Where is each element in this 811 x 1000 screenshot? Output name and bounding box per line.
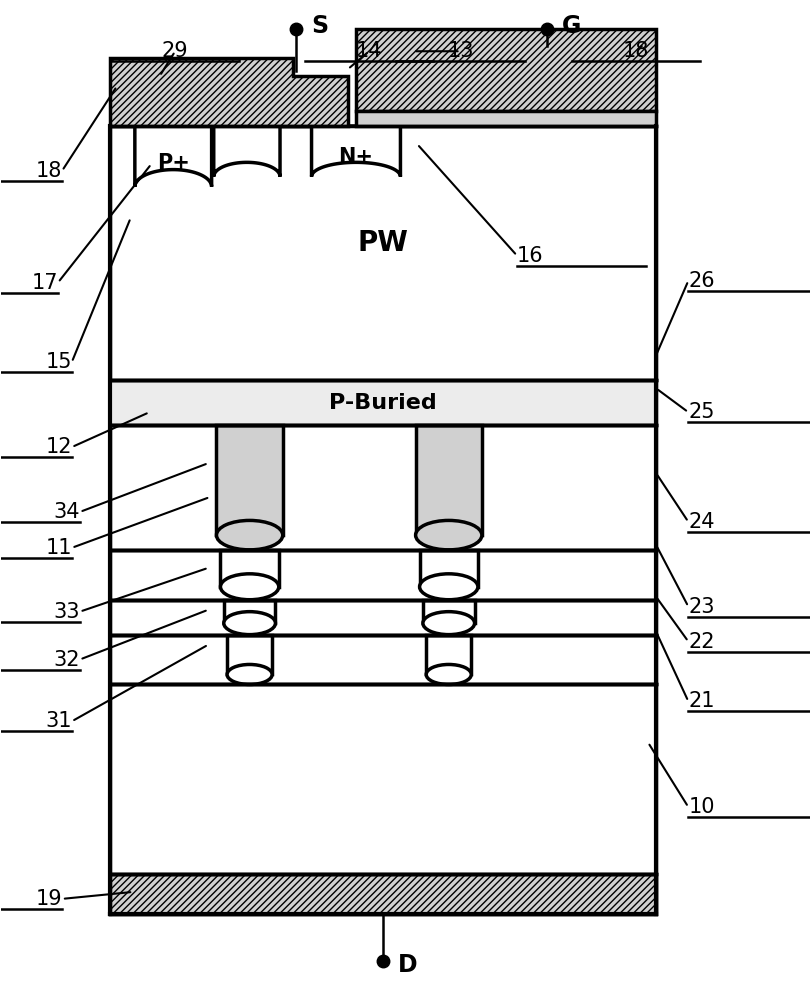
Polygon shape bbox=[110, 58, 348, 126]
Text: 24: 24 bbox=[689, 512, 714, 532]
Bar bbox=[110, 380, 656, 425]
Bar bbox=[110, 874, 656, 914]
Text: 14: 14 bbox=[356, 41, 382, 61]
Text: 19: 19 bbox=[36, 889, 62, 909]
Text: 25: 25 bbox=[689, 402, 714, 422]
Text: 18: 18 bbox=[623, 41, 649, 61]
Text: 16: 16 bbox=[517, 246, 543, 266]
Bar bbox=[221, 550, 279, 587]
Bar bbox=[224, 600, 276, 623]
Polygon shape bbox=[214, 126, 280, 177]
Text: G: G bbox=[561, 14, 581, 38]
Text: S: S bbox=[311, 14, 328, 38]
Ellipse shape bbox=[221, 574, 279, 600]
Text: 21: 21 bbox=[689, 691, 714, 711]
Bar bbox=[419, 550, 478, 587]
Bar bbox=[227, 635, 272, 674]
Text: 11: 11 bbox=[45, 538, 71, 558]
Text: 13: 13 bbox=[447, 41, 474, 61]
Text: 15: 15 bbox=[45, 352, 71, 372]
Text: 23: 23 bbox=[689, 597, 714, 617]
Text: D: D bbox=[398, 953, 418, 977]
Polygon shape bbox=[311, 126, 401, 177]
Polygon shape bbox=[356, 29, 656, 111]
Text: P+: P+ bbox=[157, 153, 190, 173]
Bar bbox=[427, 635, 471, 674]
Bar bbox=[356, 111, 656, 126]
Ellipse shape bbox=[224, 612, 276, 635]
Bar bbox=[415, 425, 482, 535]
Ellipse shape bbox=[415, 520, 482, 550]
Text: 10: 10 bbox=[689, 797, 714, 817]
Text: 31: 31 bbox=[45, 711, 71, 731]
Text: 18: 18 bbox=[36, 161, 62, 181]
Text: 33: 33 bbox=[54, 602, 79, 622]
Bar bbox=[110, 126, 656, 914]
Text: P-Buried: P-Buried bbox=[329, 393, 437, 413]
Text: 12: 12 bbox=[45, 437, 71, 457]
Bar bbox=[423, 600, 474, 623]
Text: 17: 17 bbox=[32, 273, 58, 293]
Ellipse shape bbox=[419, 574, 478, 600]
Text: 22: 22 bbox=[689, 632, 714, 652]
Text: PW: PW bbox=[358, 229, 409, 257]
Ellipse shape bbox=[217, 520, 283, 550]
Text: 29: 29 bbox=[162, 41, 188, 61]
Text: N+: N+ bbox=[338, 147, 374, 167]
Ellipse shape bbox=[427, 664, 471, 684]
Ellipse shape bbox=[423, 612, 474, 635]
Text: 34: 34 bbox=[54, 502, 79, 522]
Polygon shape bbox=[135, 126, 212, 187]
Bar bbox=[217, 425, 283, 535]
Ellipse shape bbox=[227, 664, 272, 684]
Text: 26: 26 bbox=[689, 271, 715, 291]
Text: 32: 32 bbox=[54, 650, 79, 670]
